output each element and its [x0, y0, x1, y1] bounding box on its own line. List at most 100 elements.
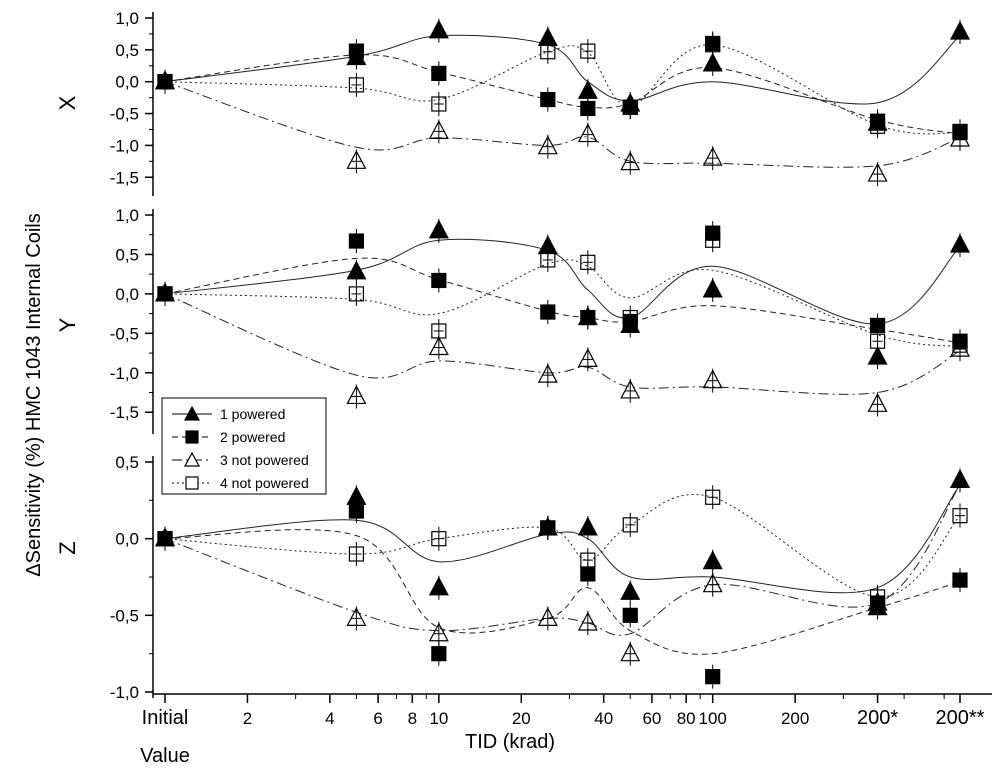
y-tick-label: 0,5: [115, 453, 139, 472]
point-z-1-powered: [577, 515, 598, 540]
point-z-1-powered: [620, 580, 641, 605]
panel-y: 1,0 0,5 0,0 -0,5 -1,0 -1,5 Y: [55, 206, 970, 434]
chart-panels: 1,0 0,5 0,0 -0,5 -1,0 -1,5 X 1,0 0,5 0,0 -0,5 -1,0 -…: [55, 9, 970, 702]
point-y-1-powered: [346, 259, 367, 284]
point-x-4-not-powered: [705, 32, 721, 57]
point-x-4-not-powered: [348, 72, 365, 97]
point-z-1-powered: [428, 575, 449, 600]
x-axis: Initial 2 4 6 8 10 20 40 60 80 100 200 200* 200**: [142, 693, 992, 729]
point-y-3-not-powered: [867, 392, 888, 417]
legend-item-1-powered: 1 powered: [172, 405, 285, 422]
point-y-3-not-powered: [620, 378, 641, 403]
point-y-2-powered: [348, 229, 365, 254]
point-y-3-not-powered: [346, 384, 367, 409]
y-tick-label: 0,0: [115, 530, 139, 549]
panel-label-x: X: [55, 95, 80, 110]
point-z-1-powered: [702, 549, 723, 574]
point-y-4-not-powered: [540, 247, 556, 272]
point-x-4-not-powered: [157, 69, 173, 94]
y-tick-label: 0,0: [115, 285, 139, 304]
point-x-2-powered: [540, 87, 556, 112]
legend-marker: [185, 476, 199, 490]
point-z-3-not-powered: [577, 611, 598, 635]
point-x-4-not-powered: [540, 39, 556, 64]
y-tick-label: 0,0: [115, 73, 139, 92]
x-tick-label: 4: [325, 709, 334, 728]
point-y-1-powered: [428, 218, 449, 243]
point-z-3-not-powered: [702, 572, 723, 597]
curve-z-1-powered: [164, 484, 961, 594]
curve-x-3-not-powered: [164, 81, 961, 168]
legend-marker: [185, 430, 199, 444]
x-tick-label: 200*: [857, 707, 898, 729]
y-tick-label: -0,5: [110, 606, 139, 625]
point-z-4-not-powered: [348, 542, 365, 566]
point-x-4-not-powered: [431, 92, 447, 116]
point-y-3-not-powered: [702, 368, 723, 393]
point-y-2-powered: [431, 268, 447, 293]
point-z-4-not-powered: [952, 503, 968, 528]
x-tick-label: 60: [642, 709, 661, 728]
x-tick-label: 2: [243, 709, 252, 728]
point-z-4-not-powered: [869, 584, 886, 609]
x-tick-label: 40: [594, 709, 613, 728]
y-tick-label: -0,5: [110, 105, 139, 124]
point-y-4-not-powered: [622, 305, 638, 330]
curve-y-1-powered: [164, 238, 961, 325]
legend-item-4-not-powered: 4 not powered: [172, 475, 309, 491]
legend: 1 powered 2 powered 3 not powered 4 not pow…: [161, 397, 327, 495]
x-tick-label: 10: [429, 709, 448, 728]
curve-y-4-not-powered: [164, 259, 961, 348]
y-tick-label: -0,5: [110, 324, 139, 343]
point-z-4-not-powered: [157, 526, 173, 551]
point-z-4-not-powered: [540, 515, 556, 540]
x-tick-label: Initial: [142, 707, 189, 729]
point-y-2-powered: [580, 305, 596, 330]
y-tick-label: 1,0: [115, 206, 139, 225]
point-x-2-powered: [580, 96, 596, 121]
y-tick-label: -1,0: [110, 364, 139, 383]
point-x-3-not-powered: [867, 162, 888, 187]
point-y-1-powered: [702, 277, 723, 302]
point-z-3-not-powered: [428, 621, 449, 646]
x-tick-label: 200: [781, 709, 809, 728]
point-x-1-powered: [950, 20, 970, 45]
point-y-4-not-powered: [348, 281, 365, 306]
y-tick-label: 1,0: [115, 9, 139, 28]
legend-label: 4 not powered: [220, 475, 309, 491]
point-z-4-not-powered: [431, 526, 447, 551]
point-z-2-powered: [431, 641, 447, 666]
x-tick-label-value: Value: [140, 745, 190, 767]
x-axis-label: TID (krad): [465, 731, 555, 753]
point-y-4-not-powered: [157, 281, 173, 306]
y-tick-label: 0,5: [115, 41, 139, 60]
point-z-3-not-powered: [346, 606, 367, 631]
legend-marker: [183, 451, 201, 467]
point-z-3-not-powered: [950, 468, 970, 493]
curve-z-2-powered: [164, 529, 961, 655]
x-tick-label: 6: [373, 709, 382, 728]
point-x-1-powered: [702, 51, 723, 76]
point-y-3-not-powered: [537, 363, 558, 388]
legend-item-2-powered: 2 powered: [172, 429, 285, 445]
point-x-4-not-powered: [869, 114, 886, 139]
svg-text:ΔSensitivity (%) HMC 1043 Inte: ΔSensitivity (%) HMC 1043 Internal Coils: [23, 213, 45, 576]
point-x-3-not-powered: [346, 149, 367, 174]
y-axis-label-text: Sensitivity (%) HMC 1043 Internal Coils: [23, 213, 45, 563]
point-x-3-not-powered: [537, 134, 558, 159]
y-axis-label: ΔSensitivity (%) HMC 1043 Internal Coils: [23, 213, 45, 576]
point-y-1-powered: [950, 232, 970, 257]
x-tick-label: 100: [699, 709, 727, 728]
point-y-3-not-powered: [577, 347, 598, 372]
point-y-4-not-powered: [869, 329, 886, 354]
y-tick-label: 0,5: [115, 245, 139, 264]
point-x-4-not-powered: [580, 39, 596, 64]
point-x-2-powered: [431, 61, 447, 86]
point-y-2-powered: [540, 300, 556, 325]
point-z-4-not-powered: [705, 485, 721, 510]
y-tick-label: -1,0: [110, 136, 139, 155]
point-x-2-powered: [348, 39, 365, 64]
point-y-4-not-powered: [431, 318, 447, 343]
point-y-4-not-powered: [705, 228, 721, 253]
legend-marker: [183, 405, 201, 421]
